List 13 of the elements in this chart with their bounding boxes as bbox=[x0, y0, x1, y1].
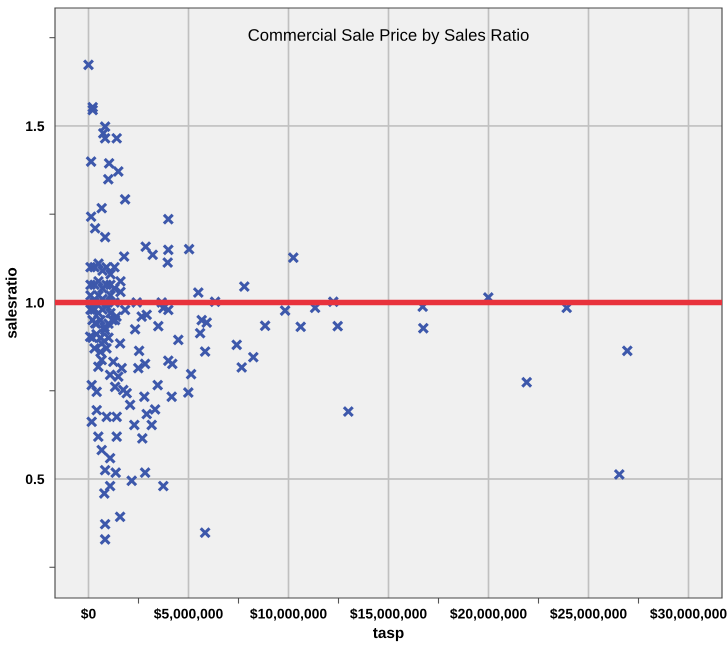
x-axis-title: tasp bbox=[372, 628, 404, 642]
x-tick-label: $30,000,000 bbox=[650, 608, 727, 621]
x-tick-label: $15,000,000 bbox=[350, 608, 427, 621]
x-tick-label: $0 bbox=[80, 608, 96, 620]
y-tick-label: 0.5 bbox=[26, 474, 44, 484]
x-tick-label: $25,000,000 bbox=[550, 608, 627, 621]
x-tick-label: $10,000,000 bbox=[250, 608, 327, 621]
text: Commercial Sale Price by Sales Ratio bbox=[248, 28, 529, 44]
y-axis-title: salesratio bbox=[5, 268, 17, 338]
y-tick-label: 1.0 bbox=[26, 298, 44, 308]
y-tick-label: 1.5 bbox=[26, 121, 44, 132]
x-tick-label: $5,000,000 bbox=[154, 608, 223, 621]
x-tick-label: $20,000,000 bbox=[450, 608, 527, 621]
